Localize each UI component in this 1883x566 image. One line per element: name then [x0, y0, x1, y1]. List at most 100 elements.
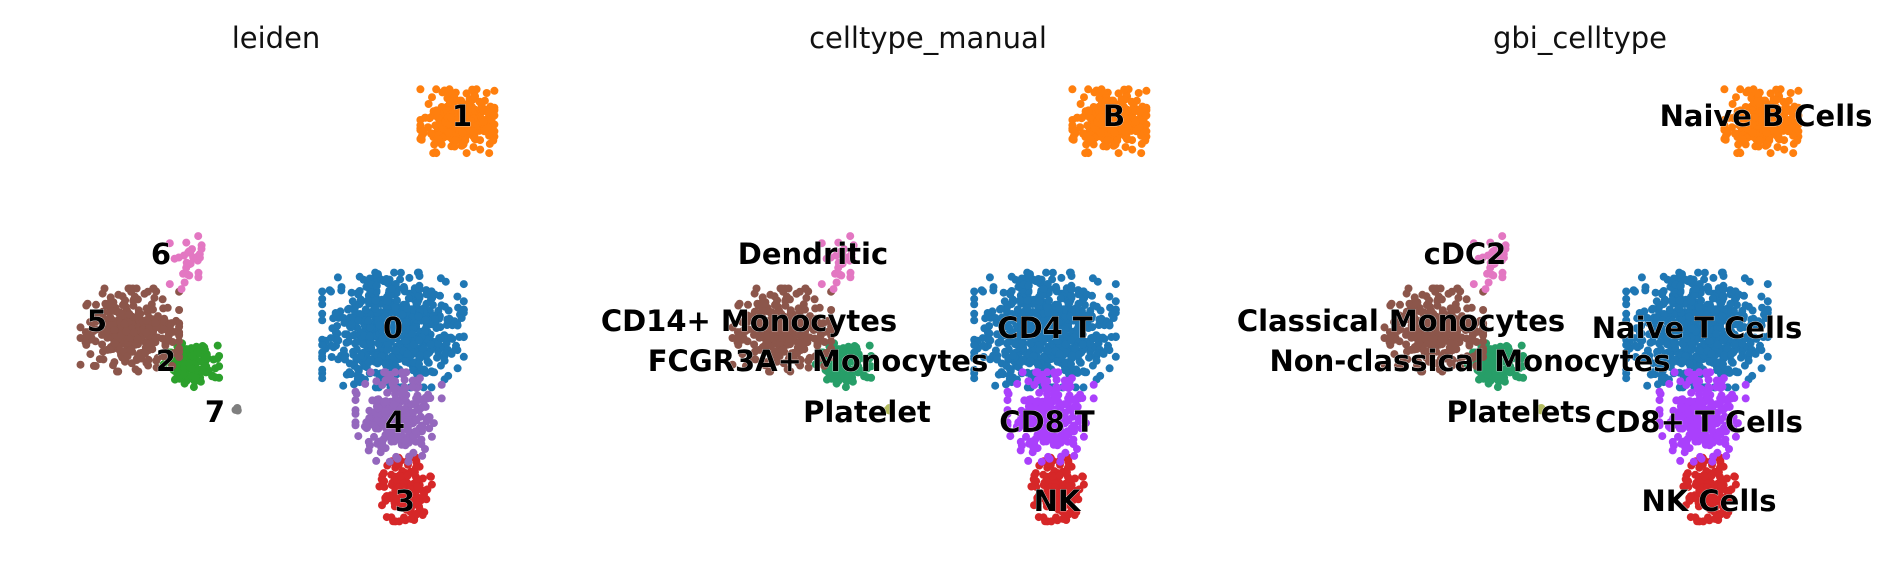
data-point — [347, 320, 356, 329]
data-point — [1677, 270, 1686, 278]
data-point — [378, 439, 387, 447]
data-point — [373, 270, 382, 278]
data-point — [361, 379, 370, 388]
data-point — [149, 305, 157, 314]
data-point — [329, 314, 338, 323]
data-point — [420, 490, 428, 499]
data-point — [1755, 136, 1764, 144]
data-point — [366, 368, 375, 377]
data-point — [153, 333, 162, 342]
data-point — [999, 288, 1008, 297]
data-point — [385, 457, 394, 466]
data-point — [122, 327, 131, 336]
data-point — [835, 270, 844, 279]
data-point — [1703, 283, 1712, 291]
data-point — [387, 513, 396, 522]
data-point — [110, 326, 119, 334]
data-point — [1042, 268, 1051, 277]
data-point — [430, 290, 439, 299]
data-point — [1016, 358, 1025, 367]
data-point — [438, 88, 447, 97]
data-point — [411, 437, 420, 446]
data-point — [1023, 296, 1032, 305]
cluster-label: 2 — [156, 344, 176, 378]
data-point — [208, 372, 217, 381]
data-point — [1622, 287, 1631, 296]
data-point — [470, 134, 479, 143]
data-point — [391, 377, 400, 386]
data-point — [1766, 149, 1775, 158]
data-point — [381, 397, 390, 406]
cluster-label: 3 — [395, 484, 415, 518]
data-point — [1026, 357, 1035, 365]
data-point — [462, 149, 471, 158]
data-point — [1024, 281, 1033, 290]
data-point — [404, 294, 413, 303]
data-point — [1050, 368, 1059, 377]
data-point — [1676, 281, 1685, 290]
data-point — [1134, 89, 1143, 97]
data-point — [135, 353, 143, 361]
data-point — [1078, 472, 1087, 481]
data-point — [430, 140, 439, 149]
data-point — [425, 413, 434, 422]
data-point — [182, 258, 191, 267]
data-point — [339, 381, 348, 390]
data-point — [364, 339, 373, 348]
data-point — [469, 143, 478, 152]
data-point — [348, 297, 357, 306]
data-point — [1016, 296, 1024, 305]
data-point — [421, 316, 430, 325]
data-point — [446, 113, 455, 122]
data-point — [408, 329, 417, 338]
data-point — [1068, 85, 1077, 94]
data-point — [396, 268, 405, 277]
data-point — [459, 333, 468, 342]
data-point — [410, 468, 419, 477]
data-point — [1789, 149, 1798, 158]
data-point — [98, 340, 107, 349]
data-point — [1700, 268, 1709, 277]
data-point — [432, 107, 441, 116]
data-point — [1774, 134, 1783, 143]
data-point — [416, 351, 425, 360]
panel-leiden: leiden 1 6 5 2 0 7 4 3 — [76, 21, 499, 526]
cluster-points — [159, 339, 224, 392]
cluster-label: CD14+ Monocytes — [601, 304, 897, 338]
data-point — [1056, 294, 1065, 303]
data-point — [405, 273, 414, 282]
data-point — [409, 448, 418, 457]
data-point — [393, 296, 401, 305]
data-point — [1131, 117, 1140, 126]
data-point — [425, 424, 434, 433]
data-point — [1024, 456, 1033, 465]
data-point — [158, 295, 167, 304]
data-point — [1120, 85, 1129, 94]
data-point — [341, 355, 349, 364]
cluster-label: Dendritic — [738, 237, 888, 271]
data-point — [116, 308, 125, 317]
data-point — [1763, 297, 1772, 306]
panel-title: leiden — [232, 21, 321, 55]
data-point — [427, 383, 436, 392]
data-point — [354, 316, 363, 325]
data-point — [1078, 394, 1087, 402]
data-point — [1720, 85, 1729, 94]
data-point — [344, 304, 353, 313]
data-point — [233, 404, 242, 412]
data-point — [449, 97, 458, 106]
data-point — [194, 268, 203, 277]
data-point — [1018, 368, 1027, 377]
data-point — [1105, 321, 1114, 330]
data-point — [459, 280, 468, 289]
data-point — [177, 285, 186, 294]
data-point — [396, 472, 405, 481]
data-point — [1033, 359, 1042, 368]
data-point — [381, 312, 390, 321]
data-point — [1030, 439, 1039, 447]
data-point — [431, 121, 440, 130]
data-point — [215, 362, 224, 371]
data-point — [829, 285, 838, 294]
data-point — [468, 85, 477, 94]
data-point — [479, 117, 488, 126]
